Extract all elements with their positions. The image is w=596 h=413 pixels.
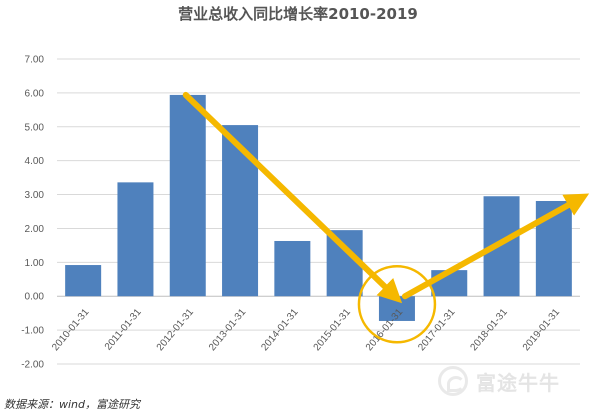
y-tick-label: 5.00	[25, 122, 45, 133]
bar	[117, 182, 154, 297]
y-tick-label: 1.00	[25, 258, 45, 269]
annotations	[182, 91, 590, 344]
bars	[65, 94, 572, 321]
y-tick-label: 0.00	[25, 292, 45, 303]
y-tick-label: -2.00	[21, 360, 44, 371]
y-tick-label: 6.00	[25, 88, 45, 99]
watermark-text: 富途牛牛	[476, 370, 560, 395]
y-tick-label: 4.00	[25, 156, 45, 167]
bar	[222, 125, 259, 297]
futu-logo-icon	[438, 366, 468, 396]
down-trend-arrow	[182, 91, 403, 304]
y-tick-label: 7.00	[25, 55, 45, 66]
bar	[65, 265, 102, 297]
x-tick-label: 2011-01-31	[103, 307, 144, 353]
y-axis-ticks: 7.00 6.00 5.00 4.00 3.00 2.00 1.00 0.00 -1.00 -2.…	[21, 55, 44, 371]
y-tick-label: 3.00	[25, 190, 45, 201]
watermark: 富途牛牛	[438, 366, 560, 396]
y-tick-label: -1.00	[21, 326, 44, 337]
bar	[274, 240, 311, 297]
y-tick-label: 2.00	[25, 224, 45, 235]
chart-title: 营业总收入同比增长率2010-2019	[178, 5, 418, 23]
source-note: 数据来源：wind，富途研究	[4, 398, 141, 411]
up-trend-arrow	[401, 193, 590, 300]
highlight-circle	[357, 264, 437, 344]
bar	[169, 94, 206, 297]
